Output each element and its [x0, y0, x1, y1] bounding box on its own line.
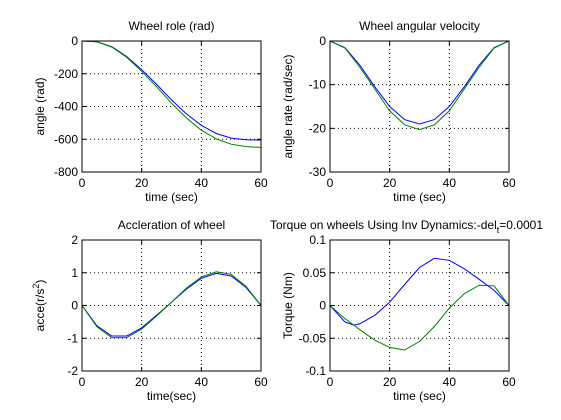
- x-tick-label: 60: [502, 176, 516, 190]
- chart-title: Wheel angular velocity: [359, 19, 480, 33]
- y-tick-label: 0: [319, 34, 326, 48]
- chart-title: Accleration of wheel: [118, 218, 225, 232]
- y-tick-label: 0: [319, 299, 326, 313]
- x-tick-label: 40: [443, 176, 457, 190]
- y-axis-label: Torque (Nm): [281, 272, 295, 339]
- x-tick-label: 60: [254, 375, 268, 389]
- x-tick-label: 40: [443, 375, 457, 389]
- y-tick-label: -600: [54, 132, 78, 146]
- y-tick-label: 0.1: [309, 233, 326, 247]
- x-axis-label: time(sec): [147, 389, 196, 403]
- y-tick-label: -1: [67, 331, 78, 345]
- x-tick-label: 0: [327, 176, 334, 190]
- y-tick-label: 0: [71, 34, 78, 48]
- x-tick-label: 20: [383, 176, 397, 190]
- y-axis-label: angle (rad): [33, 77, 47, 135]
- y-tick-label: -10: [309, 78, 327, 92]
- x-tick-label: 40: [195, 375, 209, 389]
- y-tick-label: -0.1: [305, 364, 326, 378]
- subplot-1: 0 20 40 60 -800 -600 -400 -200 0 Wheel role (rad)…: [33, 19, 268, 204]
- x-axis-label: time (sec): [145, 190, 198, 204]
- chart-title: Wheel role (rad): [128, 19, 214, 33]
- x-tick-label: 0: [79, 176, 86, 190]
- subplot-3: 0 20 40 60 -2 -1 0 1 2 Accleration of wheel time(s…: [31, 218, 268, 403]
- y-axis-label: acce(r/s2): [31, 280, 47, 332]
- x-tick-label: 0: [79, 375, 86, 389]
- x-tick-label: 20: [135, 176, 149, 190]
- y-tick-label: -800: [54, 165, 78, 179]
- y-tick-label: 2: [71, 233, 78, 247]
- y-tick-label: -400: [54, 100, 78, 114]
- y-tick-label: 0.05: [303, 266, 327, 280]
- x-tick-label: 40: [195, 176, 209, 190]
- x-axis-label: time (sec): [393, 190, 446, 204]
- plot-area: [330, 41, 509, 172]
- subplot-2: 0 20 40 60 -30 -20 -10 0 Wheel angular velocity t…: [281, 19, 516, 204]
- y-tick-label: 0: [71, 299, 78, 313]
- x-axis-label: time (sec): [393, 389, 446, 403]
- x-tick-label: 60: [254, 176, 268, 190]
- y-tick-label: -200: [54, 67, 78, 81]
- y-tick-label: -20: [309, 121, 327, 135]
- y-tick-label: -30: [309, 165, 327, 179]
- x-tick-label: 60: [502, 375, 516, 389]
- y-tick-label: 1: [71, 266, 78, 280]
- y-tick-label: -0.05: [299, 331, 327, 345]
- x-tick-label: 20: [383, 375, 397, 389]
- y-tick-label: -2: [67, 364, 78, 378]
- x-tick-label: 20: [135, 375, 149, 389]
- x-tick-label: 0: [327, 375, 334, 389]
- y-axis-label: angle rate (rad/sec): [281, 54, 295, 158]
